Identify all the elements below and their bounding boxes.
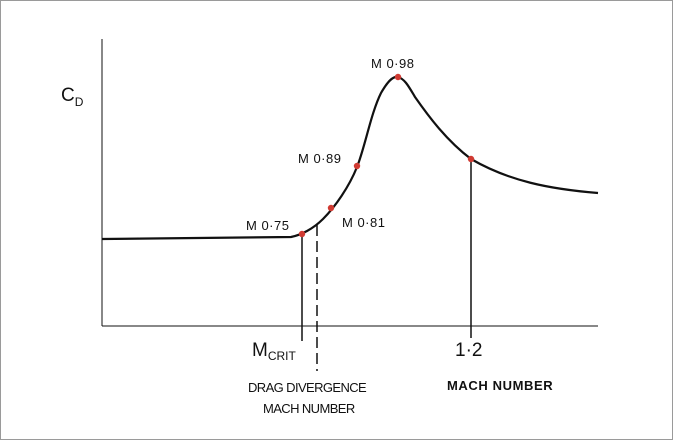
label-m089: M 0·89 [298, 151, 341, 166]
drag-divergence-label-line2: MACH NUMBER [263, 401, 355, 416]
point-m075 [298, 230, 306, 238]
label-m098: M 0·98 [371, 56, 414, 71]
label-m075: M 0·75 [246, 218, 289, 233]
point-m089 [353, 162, 361, 170]
point-m098 [394, 73, 402, 81]
drag-divergence-label-line1: DRAG DIVERGENCE [248, 380, 367, 395]
y-axis-label: CD [61, 85, 84, 109]
x-axis-label: MACH NUMBER [447, 378, 553, 393]
mcrit-label: MCRIT [252, 340, 296, 363]
x-tick-1-2: 1·2 [455, 340, 482, 361]
label-m081: M 0·81 [342, 215, 385, 230]
point-m081 [327, 204, 335, 212]
point-m12 [467, 155, 475, 163]
